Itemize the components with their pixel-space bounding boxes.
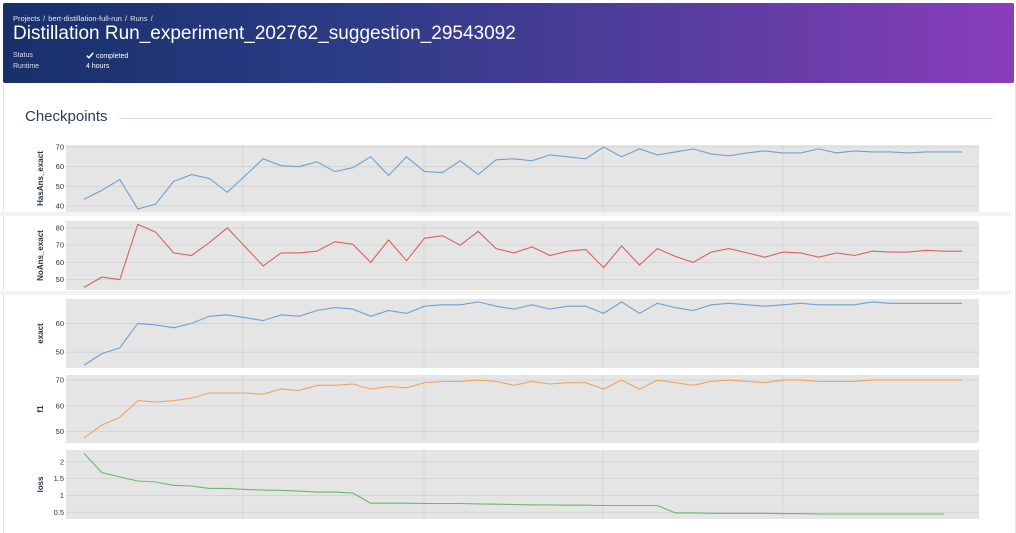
y-tick-label: 2 [60, 457, 64, 466]
y-tick-label: 50 [56, 348, 64, 357]
y-axis-label: f1 [36, 405, 45, 413]
y-tick-label: 0.5 [54, 508, 64, 517]
series-line-hasans-exact [83, 146, 962, 210]
y-tick-label: 40 [56, 202, 64, 211]
y-tick-label: 1.5 [54, 474, 64, 483]
chart-hasans-exact: 40 50 60 70 HasAns_exact [36, 142, 979, 212]
y-axis-label: exact [36, 323, 45, 344]
breadcrumb: Projects / bert-distillation-full-run / Runs… [13, 14, 156, 23]
chart-separator [0, 212, 1011, 216]
breadcrumb-projects-link[interactable]: Projects [13, 14, 41, 23]
series-line-exact [83, 301, 962, 366]
section-title: Checkpoints [25, 108, 108, 125]
breadcrumb-separator: / [43, 14, 46, 23]
series-line-f1 [83, 379, 962, 439]
y-tick-label: 50 [56, 275, 64, 284]
y-axis-label: NoAns_exact [36, 230, 45, 281]
y-tick-label: 60 [56, 319, 64, 328]
breadcrumb-project-link[interactable]: bert-distillation-full-run [48, 14, 122, 23]
plot-area [66, 375, 979, 443]
chart-separator [0, 291, 1011, 295]
status-text: completed [95, 53, 129, 60]
y-tick-label: 80 [56, 223, 64, 232]
status-label: Status [13, 52, 33, 59]
series-line-loss [83, 453, 945, 515]
y-axis-label: HasAns_exact [36, 151, 45, 206]
breadcrumb-runs-link[interactable]: Runs [130, 14, 148, 23]
y-tick-label: 70 [56, 142, 64, 151]
y-tick-label: 50 [56, 427, 64, 436]
chart-f1: 50 60 70 f1 [36, 375, 979, 443]
run-header: Projects / bert-distillation-full-run / Runs… [3, 3, 1014, 83]
chart-loss: 0.5 1 1.5 2 loss [36, 450, 979, 519]
breadcrumb-separator: / [124, 14, 128, 23]
y-axis-label: loss [36, 476, 45, 493]
y-tick-label: 50 [56, 182, 64, 191]
chart-noans-exact: 50 60 70 80 NoAns_exact [36, 221, 979, 290]
breadcrumb-separator: / [150, 14, 153, 23]
y-tick-label: 70 [56, 376, 64, 385]
plot-area [66, 450, 979, 519]
series-line-noans-exact [83, 223, 962, 288]
checkmark-icon [86, 52, 94, 59]
y-tick-label: 70 [56, 241, 64, 250]
plot-area [66, 299, 979, 368]
plot-area [66, 145, 979, 212]
y-tick-label: 60 [56, 162, 64, 171]
section-divider [119, 118, 993, 119]
runtime-label: Runtime [13, 63, 40, 70]
y-tick-label: 1 [60, 491, 64, 500]
runtime-value: 4 hours [86, 63, 110, 70]
status-value: completed [86, 52, 128, 60]
page-title: Distillation Run_experiment_202762_sugge… [13, 23, 516, 44]
y-tick-label: 60 [56, 401, 64, 410]
chart-exact: 50 60 exact [36, 299, 979, 368]
y-tick-label: 60 [56, 258, 64, 267]
